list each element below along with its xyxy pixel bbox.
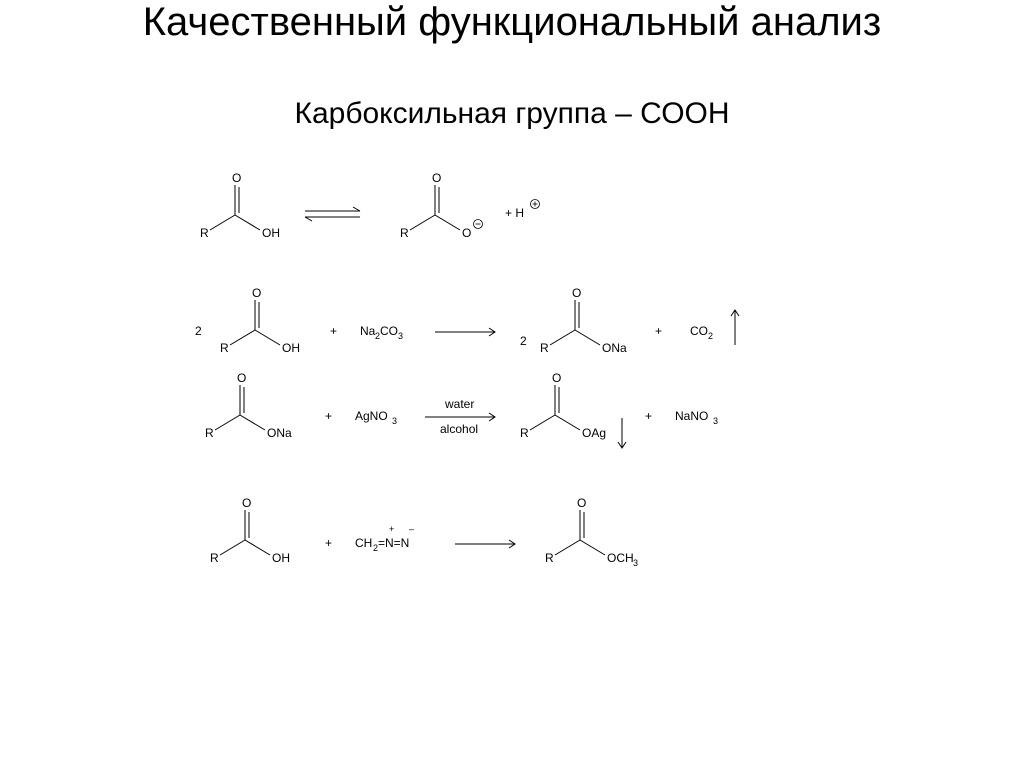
row2-coef2-right: 2: [520, 334, 527, 348]
row3-arrow: water alcohol: [425, 397, 495, 436]
svg-text:+ H: + H: [505, 206, 524, 220]
svg-text:OCH: OCH: [607, 551, 634, 565]
row1-s1-OH: OH: [262, 226, 280, 240]
svg-text:R: R: [220, 341, 229, 355]
row2-na2co3: Na 2 CO 3: [360, 324, 403, 341]
svg-text:Na: Na: [360, 324, 376, 338]
row2-co2: CO 2: [690, 324, 713, 341]
svg-text:R: R: [210, 551, 219, 565]
row1-rcoo-anion: R O O: [400, 171, 483, 240]
row3-plus2: +: [645, 409, 652, 423]
svg-text:OH: OH: [272, 551, 290, 565]
svg-text:3: 3: [398, 331, 403, 341]
row2-rcooh: R O OH: [220, 286, 300, 355]
svg-text:+: +: [389, 524, 394, 534]
reactions-svg: R O OH R O O + H 2 R O OH + Na 2 CO 3 2 …: [175, 160, 845, 600]
row1-s2-Ominus: O: [462, 226, 471, 240]
chemistry-diagram: R O OH R O O + H 2 R O OH + Na 2 CO 3 2 …: [175, 160, 845, 600]
svg-text:CH: CH: [355, 536, 372, 550]
row1-Hplus: + H: [505, 200, 540, 221]
svg-text:3: 3: [713, 416, 718, 426]
row3-rcoona: R O ONa: [205, 371, 292, 440]
svg-text:OH: OH: [282, 341, 300, 355]
page-subtitle: Карбоксильная группа – СООН: [0, 97, 1024, 131]
svg-text:2: 2: [195, 324, 202, 338]
row3-nano3: NaNO 3: [675, 409, 718, 426]
svg-text:AgNO: AgNO: [355, 409, 388, 423]
row1-s2-O: O: [432, 171, 441, 185]
svg-text:OAg: OAg: [582, 426, 606, 440]
svg-text:O: O: [577, 496, 586, 510]
svg-text:R: R: [205, 426, 214, 440]
svg-text:R: R: [520, 426, 529, 440]
svg-text:=N=N: =N=N: [378, 536, 409, 550]
svg-text:NaNO: NaNO: [675, 409, 708, 423]
row2-coef2-left: 2: [195, 324, 202, 338]
row1-s2-R: R: [400, 226, 409, 240]
row1-rcooh: R O OH: [200, 171, 280, 240]
row3-agno3: AgNO 3: [355, 409, 397, 426]
row4-arrow: [455, 540, 515, 548]
row1-equilibrium-arrows: [305, 207, 360, 221]
row4-plus: +: [325, 536, 332, 550]
svg-text:–: –: [409, 524, 414, 534]
page-title: Качественный функциональный анализ: [0, 0, 1024, 44]
svg-text:3: 3: [392, 416, 397, 426]
row3-precip-arrow: [618, 418, 626, 448]
svg-text:ONa: ONa: [602, 341, 627, 355]
row2-plus2: +: [655, 324, 662, 338]
svg-text:O: O: [552, 371, 561, 385]
row3-rcooag: R O OAg: [520, 371, 606, 440]
svg-text:O: O: [252, 286, 261, 300]
svg-text:2: 2: [708, 331, 713, 341]
svg-text:alcohol: alcohol: [440, 422, 478, 436]
svg-text:O: O: [242, 496, 251, 510]
svg-text:R: R: [540, 341, 549, 355]
row4-ester: R O OCH 3: [545, 496, 638, 568]
row1-s1-R: R: [200, 226, 209, 240]
svg-text:3: 3: [633, 558, 638, 568]
svg-text:O: O: [237, 371, 246, 385]
svg-text:water: water: [444, 397, 474, 411]
svg-text:ONa: ONa: [267, 426, 292, 440]
svg-text:R: R: [545, 551, 554, 565]
svg-text:CO: CO: [380, 324, 398, 338]
row2-rcoona: R O ONa: [540, 286, 627, 355]
row4-rcooh: R O OH: [210, 496, 290, 565]
row4-diazomethane: CH 2 =N=N + –: [355, 524, 414, 553]
row2-plus1: +: [330, 324, 337, 338]
svg-text:O: O: [572, 286, 581, 300]
svg-text:CO: CO: [690, 324, 708, 338]
row2-gas-arrow: [731, 310, 739, 345]
row2-arrow: [435, 328, 495, 336]
row3-plus1: +: [325, 409, 332, 423]
row1-s1-O: O: [232, 171, 241, 185]
